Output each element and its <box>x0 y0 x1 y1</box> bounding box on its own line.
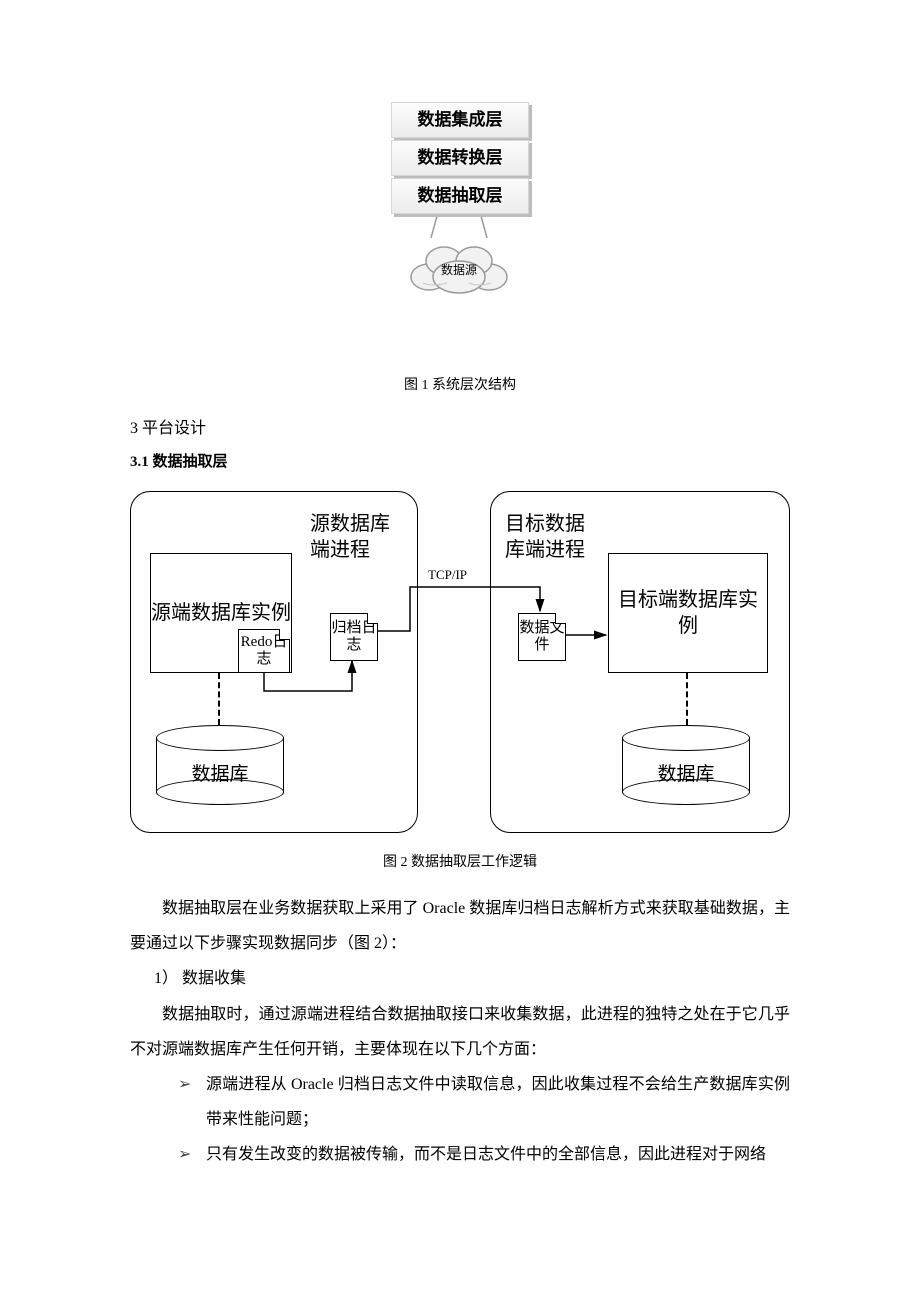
bullet-icon: ➢ <box>178 1137 206 1172</box>
archive-log-label: 归档日志 <box>331 620 377 655</box>
subsection-heading: 3.1 数据抽取层 <box>130 450 920 471</box>
dash-connector-left <box>218 673 220 725</box>
bullet-icon: ➢ <box>178 1067 206 1137</box>
figure-2-caption: 图 2 数据抽取层工作逻辑 <box>0 851 920 871</box>
section-heading: 3 平台设计 <box>130 414 920 438</box>
cloud-label: 数据源 <box>441 261 477 278</box>
bullet-2-text: 只有发生改变的数据被传输，而不是日志文件中的全部信息，因此进程对于网络 <box>206 1137 790 1172</box>
source-db-label: 数据库 <box>156 759 284 786</box>
file-corner-icon <box>555 613 566 624</box>
step-1-heading: 1） 数据收集 <box>130 961 790 996</box>
layer-extract: 数据抽取层 <box>391 178 529 214</box>
data-file-label: 数据文件 <box>519 620 565 655</box>
tcpip-label: TCP/IP <box>428 567 467 583</box>
file-corner-icon <box>279 629 290 640</box>
figure-1: 数据集成层 数据转换层 数据抽取层 <box>0 0 920 394</box>
data-file-box: 数据文件 <box>518 613 566 661</box>
target-panel-title: 目标数据库端进程 <box>505 511 595 563</box>
source-instance-label: 源端数据库实例 <box>151 600 291 626</box>
layer-integration: 数据集成层 <box>391 102 529 138</box>
body-text: 数据抽取层在业务数据获取上采用了 Oracle 数据库归档日志解析方式来获取基础… <box>130 891 790 1173</box>
target-db-label: 数据库 <box>622 759 750 786</box>
archive-log-file: 归档日志 <box>330 613 378 661</box>
dash-connector-right <box>686 673 688 725</box>
bullet-1-text: 源端进程从 Oracle 归档日志文件中读取信息，因此收集过程不会给生产数据库实… <box>206 1067 790 1137</box>
target-instance-box: 目标端数据库实例 <box>608 553 768 673</box>
layer-transform: 数据转换层 <box>391 140 529 176</box>
figure-1-caption: 图 1 系统层次结构 <box>0 374 920 394</box>
layer-stack: 数据集成层 数据转换层 数据抽取层 <box>391 100 529 304</box>
paragraph-intro: 数据抽取层在业务数据获取上采用了 Oracle 数据库归档日志解析方式来获取基础… <box>130 891 790 961</box>
redo-log-file: Redo日志 <box>238 629 290 673</box>
bullet-item-2: ➢ 只有发生改变的数据被传输，而不是日志文件中的全部信息，因此进程对于网络 <box>130 1137 790 1172</box>
target-instance-label: 目标端数据库实例 <box>609 587 767 639</box>
target-db-cylinder: 数据库 <box>622 725 750 805</box>
source-db-cylinder: 数据库 <box>156 725 284 805</box>
source-panel-title: 源数据库端进程 <box>310 511 400 563</box>
cloud-datasource: 数据源 <box>391 234 527 304</box>
bullet-item-1: ➢ 源端进程从 Oracle 归档日志文件中读取信息，因此收集过程不会给生产数据… <box>130 1067 790 1137</box>
figure-2: 源数据库端进程 目标数据库端进程 源端数据库实例 Redo日志 归档日志 数据文… <box>130 491 790 841</box>
file-corner-icon <box>367 613 378 624</box>
paragraph-collect: 数据抽取时，通过源端进程结合数据抽取接口来收集数据，此进程的独特之处在于它几乎不… <box>130 997 790 1067</box>
